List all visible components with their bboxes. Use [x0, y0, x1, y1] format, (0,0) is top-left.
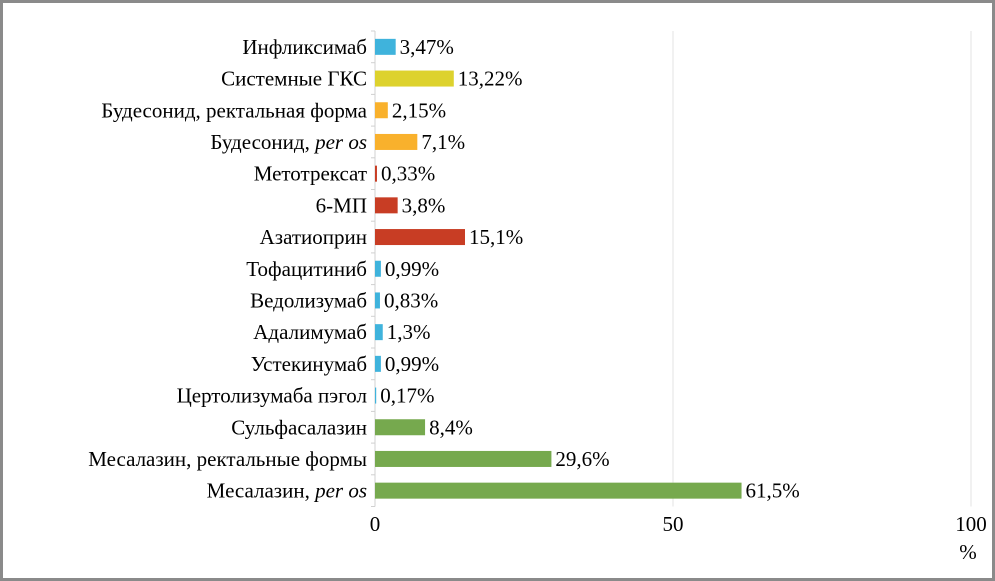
category-label: Месалазин, per os — [207, 479, 367, 503]
data-label: 8,4% — [429, 415, 473, 439]
data-label: 61,5% — [746, 479, 800, 503]
category-label-text: Цертолизумаба пэгол — [177, 384, 367, 408]
bar — [375, 450, 552, 467]
bar — [375, 387, 377, 404]
data-label: 3,47% — [400, 35, 454, 59]
data-label: 0,83% — [384, 288, 438, 312]
data-label: 0,99% — [385, 257, 439, 281]
category-label: Ведолизумаб — [250, 288, 367, 312]
category-label-text: Системные ГКС — [221, 67, 367, 91]
category-label: Инфликсимаб — [242, 35, 367, 59]
bar — [375, 292, 380, 309]
category-label: Устекинумаб — [251, 352, 367, 376]
category-label: Адалимумаб — [253, 320, 367, 344]
data-label: 3,8% — [402, 193, 446, 217]
bar — [375, 419, 426, 436]
category-label: Будесонид, ректальная форма — [101, 98, 367, 122]
bar — [375, 482, 742, 499]
category-label: Тофацитиниб — [246, 257, 367, 281]
data-label: 7,1% — [421, 130, 465, 154]
category-label-text: Месалазин, — [207, 479, 315, 503]
data-label: 15,1% — [469, 225, 523, 249]
data-label: 2,15% — [392, 98, 446, 122]
data-label: 29,6% — [555, 447, 609, 471]
x-tick-label: 0 — [370, 512, 381, 536]
category-label-text: Адалимумаб — [253, 320, 367, 344]
category-label-text: Месалазин, ректальные формы — [88, 447, 367, 471]
category-label-text: 6-МП — [316, 193, 367, 217]
category-label-text: Ведолизумаб — [250, 288, 367, 312]
bar — [375, 260, 381, 277]
bar — [375, 165, 377, 182]
category-label-text: Будесонид, ректальная форма — [101, 98, 367, 122]
bar — [375, 133, 418, 150]
category-label-text: Тофацитиниб — [246, 257, 367, 281]
bar — [375, 197, 398, 214]
bar — [375, 355, 381, 372]
data-label: 1,3% — [387, 320, 431, 344]
bar-chart: 3,47% Инфликсимаб 13,22% Системные ГКС 2,15%… — [88, 30, 987, 564]
category-label-text: Устекинумаб — [251, 352, 367, 376]
bar — [375, 102, 388, 119]
bar — [375, 70, 454, 87]
data-label: 0,33% — [381, 162, 435, 186]
category-label-italic: per os — [313, 479, 367, 503]
bar — [375, 229, 465, 246]
bar — [375, 38, 396, 55]
data-label: 0,99% — [385, 352, 439, 376]
bar — [375, 324, 383, 341]
category-label-text: Метотрексат — [254, 162, 367, 186]
category-label: Цертолизумаба пэгол — [177, 384, 367, 408]
category-label: Будесонид, per os — [210, 130, 367, 154]
category-label: Азатиоприн — [260, 225, 367, 249]
category-label-text: Азатиоприн — [260, 225, 367, 249]
category-label: Системные ГКС — [221, 67, 367, 91]
category-label: 6-МП — [316, 193, 367, 217]
category-label: Сульфасалазин — [231, 415, 367, 439]
data-label: 0,17% — [380, 384, 434, 408]
x-axis-label: % — [959, 540, 977, 564]
category-label: Метотрексат — [254, 162, 367, 186]
category-label-italic: per os — [313, 130, 367, 154]
category-label: Месалазин, ректальные формы — [88, 447, 367, 471]
x-tick-label: 50 — [663, 512, 684, 536]
x-tick-label: 100 — [955, 512, 987, 536]
category-label-text: Будесонид, — [210, 130, 315, 154]
category-label-text: Инфликсимаб — [242, 35, 367, 59]
data-label: 13,22% — [458, 67, 523, 91]
category-label-text: Сульфасалазин — [231, 415, 367, 439]
